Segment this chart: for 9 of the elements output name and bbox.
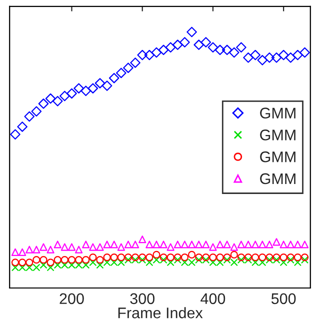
x-tick-label: 200 bbox=[60, 293, 84, 304]
legend-label: GMM bbox=[260, 173, 296, 184]
x-tick-label: 500 bbox=[271, 293, 296, 304]
x-tick-label: 400 bbox=[200, 293, 226, 304]
x-axis-title: Frame Index bbox=[118, 307, 203, 318]
legend-label: GMM bbox=[260, 151, 296, 162]
x-tick-label: 300 bbox=[130, 293, 154, 304]
legend-label: GMM bbox=[260, 108, 296, 118]
legend-label: GMM bbox=[260, 130, 296, 140]
